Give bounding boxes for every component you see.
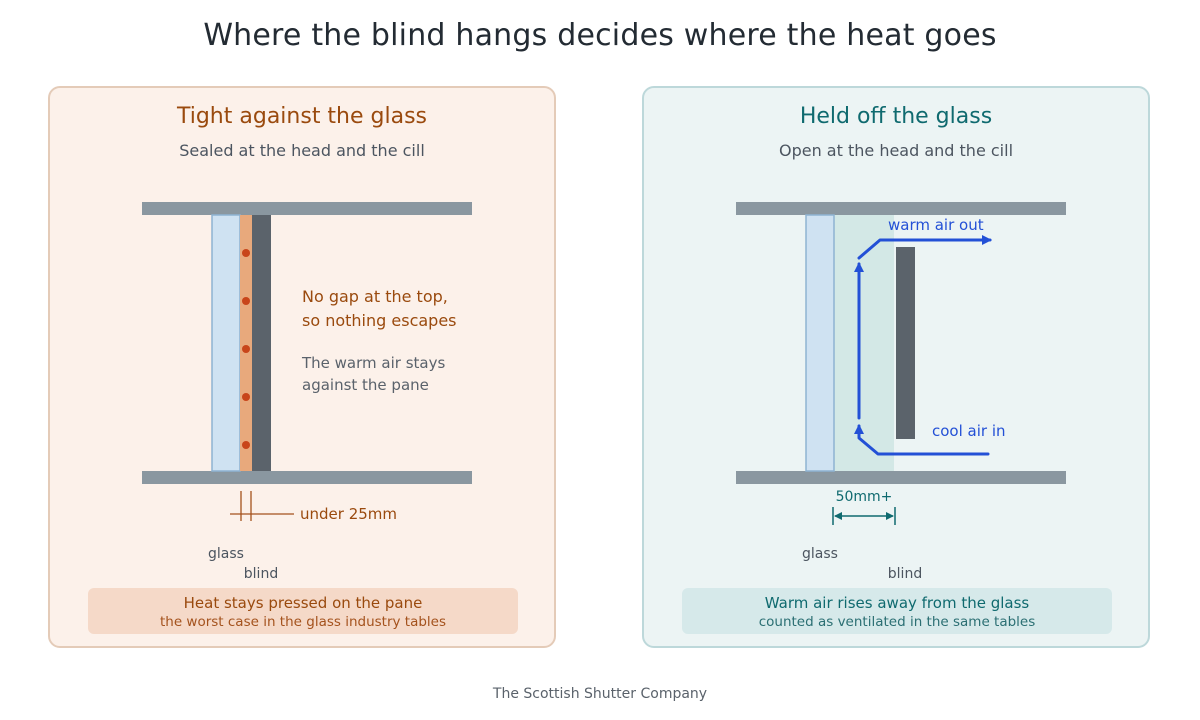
trapped-heat-dot	[242, 393, 250, 401]
cool-air-in-arrow	[854, 424, 990, 456]
callout-line-2: so nothing escapes	[302, 311, 457, 330]
blind-label: blind	[244, 566, 278, 582]
glass-pane	[805, 214, 835, 472]
left-panel-heading: Tight against the glass	[176, 104, 428, 129]
warm-air-label: warm air out	[888, 216, 984, 234]
held-off-glass-panel: Held off the glass Open at the head and …	[642, 86, 1150, 648]
blind	[252, 215, 271, 471]
cill-frame	[142, 471, 472, 484]
right-panel-subheading: Open at the head and the cill	[778, 141, 1014, 160]
held-off-blind-diagram: warm air out cool air in 50mm+ glass bli…	[736, 202, 1066, 582]
tight-blind-diagram: No gap at the top, so nothing escapes Th…	[142, 202, 472, 582]
glass-label: glass	[208, 546, 244, 562]
page-title: Where the blind hangs decides where the …	[203, 18, 997, 53]
glass-pane	[211, 214, 241, 472]
gap-dimension-marker	[230, 491, 294, 521]
left-summary-main: Heat stays pressed on the pane	[183, 594, 423, 612]
right-summary-box: Warm air rises away from the glass count…	[682, 588, 1112, 634]
company-footer: The Scottish Shutter Company	[492, 686, 708, 702]
left-panel-subheading: Sealed at the head and the cill	[179, 141, 425, 160]
tight-against-glass-panel: Tight against the glass Sealed at the he…	[48, 86, 556, 648]
glass-label: glass	[802, 546, 838, 562]
trapped-heat-dot	[242, 297, 250, 305]
note-line-1: The warm air stays	[301, 354, 445, 372]
cool-air-label: cool air in	[932, 422, 1006, 440]
blind-label: blind	[888, 566, 922, 582]
gap-size-label: under 25mm	[300, 505, 397, 523]
note-line-2: against the pane	[302, 376, 429, 394]
cill-frame	[736, 471, 1066, 484]
trapped-heat-dot	[242, 441, 250, 449]
left-summary-sub: the worst case in the glass industry tab…	[159, 614, 447, 630]
gap-size-label: 50mm+	[836, 489, 893, 505]
trapped-heat-dot	[242, 345, 250, 353]
air-cavity	[834, 215, 894, 471]
right-summary-sub: counted as ventilated in the same tables	[758, 614, 1036, 630]
right-summary-main: Warm air rises away from the glass	[764, 594, 1030, 612]
head-frame	[736, 202, 1066, 215]
warm-air-out-arrow	[857, 235, 992, 260]
head-frame	[142, 202, 472, 215]
gap-dimension-marker	[832, 507, 896, 525]
trapped-air-gap	[240, 215, 252, 471]
blind	[896, 247, 915, 439]
left-summary-box: Heat stays pressed on the pane the worst…	[88, 588, 518, 634]
airflow-path	[854, 235, 992, 456]
callout-line-1: No gap at the top,	[302, 287, 448, 306]
trapped-heat-dot	[242, 249, 250, 257]
right-panel-heading: Held off the glass	[799, 104, 993, 129]
